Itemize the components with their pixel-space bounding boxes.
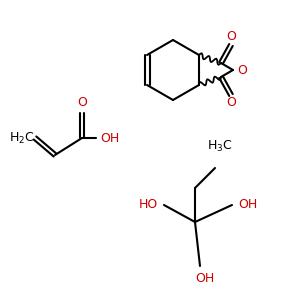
Text: O: O (226, 31, 236, 44)
Text: OH: OH (195, 272, 214, 284)
Text: H$_3$C: H$_3$C (207, 138, 233, 154)
Text: O: O (237, 64, 247, 76)
Text: OH: OH (100, 131, 120, 145)
Text: O: O (226, 97, 236, 110)
Text: OH: OH (238, 199, 258, 212)
Text: HO: HO (138, 199, 158, 212)
Text: H$_2$C: H$_2$C (9, 130, 35, 146)
Text: O: O (77, 97, 87, 110)
